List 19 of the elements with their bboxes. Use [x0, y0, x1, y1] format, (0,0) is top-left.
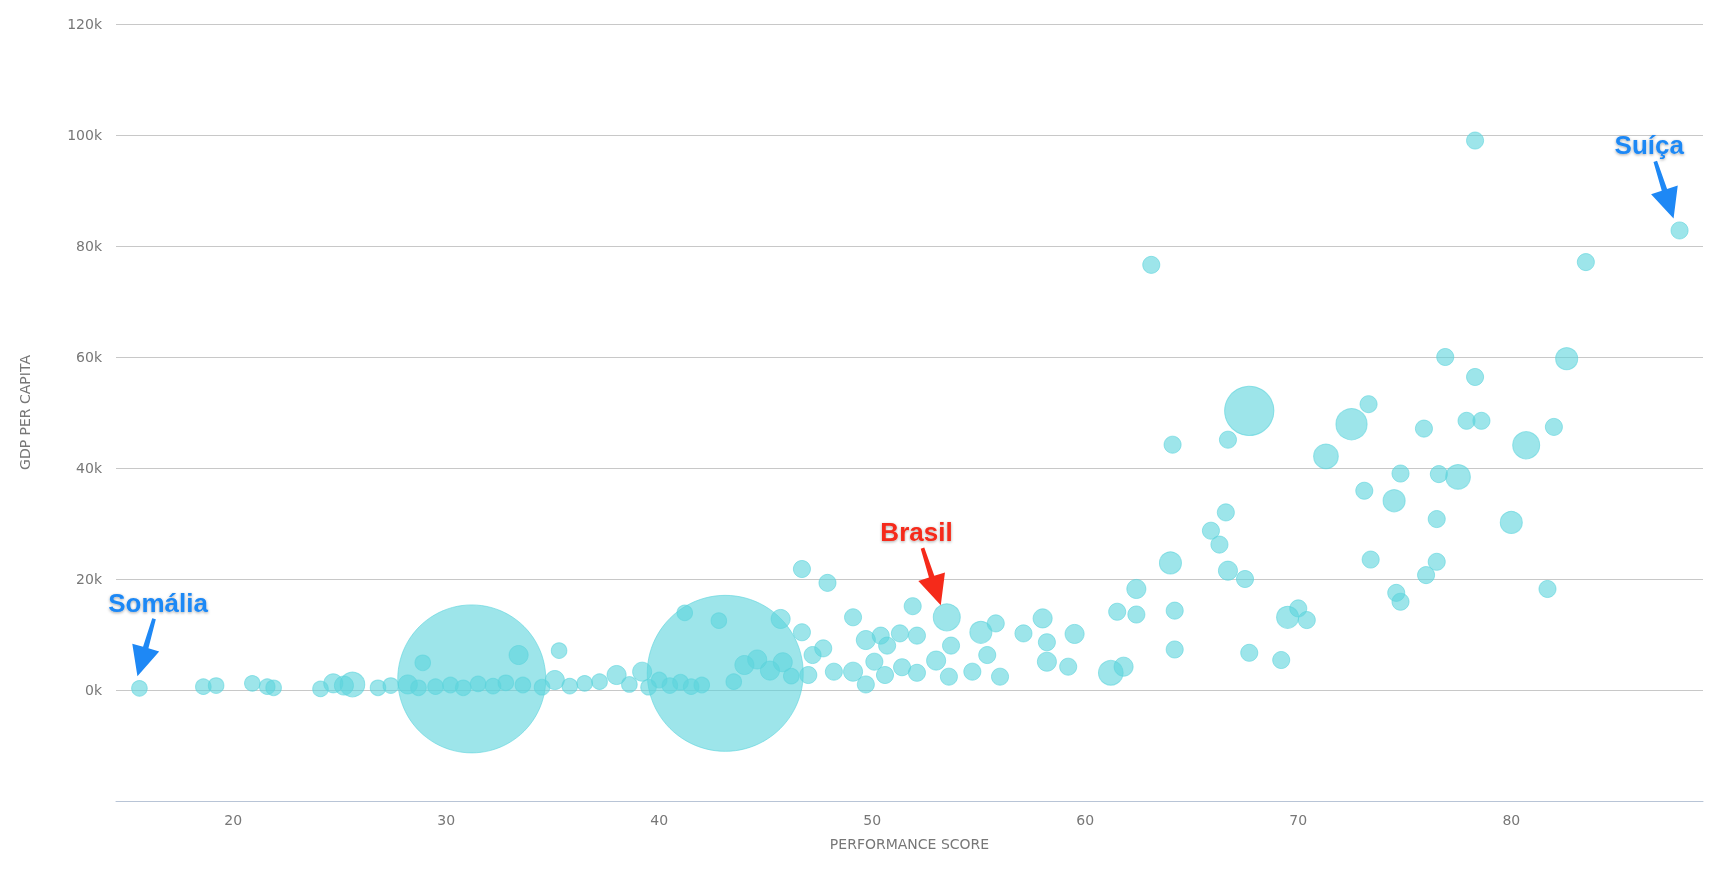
y-tick-label: 120k [67, 16, 103, 32]
annotation: Suíça [1614, 130, 1685, 161]
x-tick-label: 20 [224, 812, 243, 828]
annotation: Brasil [880, 517, 953, 548]
y-tick-label: 0k [84, 682, 103, 698]
x-tick-label: 30 [437, 812, 456, 828]
x-tick-label: 70 [1289, 812, 1308, 828]
y-tick-label: 20k [76, 571, 103, 587]
annotation: Somália [108, 587, 209, 618]
y-tick-label: 80k [76, 238, 103, 254]
x-tick-label: 80 [1502, 812, 1521, 828]
y-tick-label: 100k [67, 127, 103, 143]
x-tick-label: 40 [650, 812, 669, 828]
x-axis-title: PERFORMANCE SCORE [829, 836, 990, 852]
y-tick-label: 60k [76, 349, 103, 365]
y-tick-label: 40k [76, 460, 103, 476]
y-axis-title: GDP PER CAPITA [17, 354, 33, 470]
x-tick-label: 50 [863, 812, 882, 828]
x-tick-label: 60 [1076, 812, 1095, 828]
